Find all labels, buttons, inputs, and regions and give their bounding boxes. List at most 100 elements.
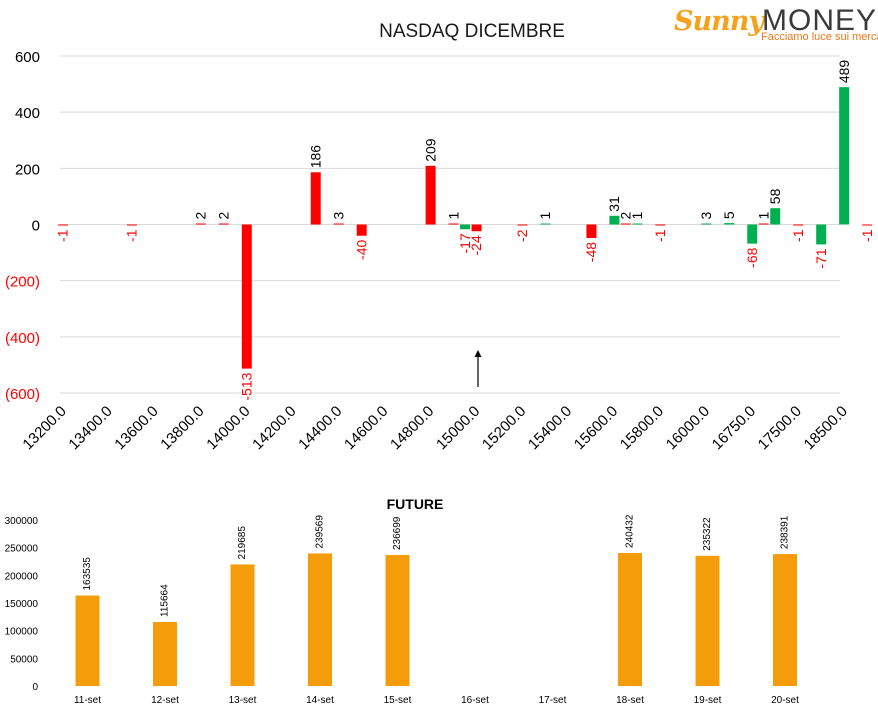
bar (333, 223, 344, 225)
bar (609, 215, 620, 225)
data-label: 489 (836, 60, 852, 84)
x-tick-label: 13400.0 (65, 403, 115, 453)
bar (310, 172, 321, 225)
data-label: -71 (813, 248, 829, 268)
bar (218, 223, 229, 225)
future-data-label: 219685 (237, 526, 248, 560)
data-label: -1 (124, 229, 140, 242)
y-tick-label: (200) (5, 274, 40, 291)
future-x-tick-label: 11-set (74, 695, 101, 706)
x-tick-label: 18500.0 (801, 403, 851, 453)
future-x-tick-label: 16-set (461, 695, 489, 706)
future-x-tick-label: 18-set (616, 695, 644, 706)
x-tick-label: 15000.0 (433, 403, 483, 453)
future-y-tick-label: 250000 (5, 544, 39, 555)
future-x-tick-label: 12-set (151, 695, 179, 706)
x-axis-ticks: 13200.013400.013600.013800.014000.014200… (19, 403, 851, 453)
bar (448, 223, 459, 225)
bar (770, 208, 781, 225)
data-label: 3 (330, 212, 346, 220)
x-tick-label: 15200.0 (479, 403, 529, 453)
future-chart: FUTURE 300000 250000 200000 150000 100000 500… (5, 496, 799, 706)
data-label: -17 (457, 233, 473, 253)
bar (816, 224, 827, 245)
sunnymoney-logo: Sunny MONEY Facciamo luce sui mercati (674, 4, 878, 48)
x-tick-label: 13600.0 (111, 403, 161, 453)
future-data-label: 238391 (780, 515, 791, 549)
future-data-label: 235322 (702, 517, 713, 551)
bar (862, 224, 873, 226)
logo-tagline: Facciamo luce sui mercati (761, 31, 878, 43)
bar (356, 224, 367, 236)
bar (195, 223, 206, 225)
arrow-annotation (474, 350, 482, 387)
x-tick-label: 13200.0 (19, 403, 69, 453)
data-label: -40 (353, 240, 369, 260)
data-label: -1 (652, 229, 668, 242)
bar (460, 224, 471, 230)
bar (241, 224, 252, 369)
data-label: 2 (618, 212, 634, 220)
bar (632, 223, 643, 225)
x-tick-label: 14800.0 (387, 403, 437, 453)
future-x-tick-label: 20-set (771, 695, 799, 706)
x-tick-label: 15600.0 (571, 403, 621, 453)
data-label: 5 (721, 211, 737, 219)
future-bar (618, 552, 642, 686)
nasdaq-chart: NASDAQ DICEMBRE 600 400 200 0 (200) (400) (600… (5, 21, 875, 453)
data-label: 1 (445, 212, 461, 220)
logo-sunny-text: Sunny (674, 6, 764, 37)
x-tick-label: 14000.0 (203, 403, 253, 453)
x-tick-label: 15800.0 (617, 403, 667, 453)
data-label: 3 (698, 212, 714, 220)
future-data-label: 163535 (82, 557, 93, 591)
future-y-tick-label: 150000 (5, 599, 39, 610)
data-label: -1 (55, 229, 71, 242)
bar (58, 224, 68, 226)
bar (655, 224, 666, 226)
data-label: -68 (744, 247, 760, 267)
future-x-tick-label: 14-set (306, 695, 334, 706)
future-bar (308, 553, 332, 686)
future-data-label: 239569 (315, 515, 326, 549)
bar (701, 223, 712, 225)
bar (758, 223, 769, 225)
bar (586, 224, 597, 238)
data-label: -48 (583, 242, 599, 262)
y-tick-label: 0 (32, 218, 40, 235)
future-data-label: 240432 (625, 514, 636, 548)
bar (839, 87, 850, 225)
bar (724, 223, 735, 225)
y-tick-label: (400) (5, 330, 40, 347)
data-label: -24 (468, 235, 484, 255)
future-data-label: 236699 (392, 516, 403, 550)
bar (471, 224, 482, 232)
x-tick-label: 14600.0 (341, 403, 391, 453)
x-tick-label: 17500.0 (755, 403, 805, 453)
future-y-tick-label: 100000 (5, 627, 39, 638)
future-bar (75, 595, 100, 686)
future-bar (385, 555, 410, 686)
future-y-tick-label: 0 (32, 682, 38, 693)
bar (517, 224, 528, 226)
x-tick-label: 14400.0 (295, 403, 345, 453)
future-bar (695, 555, 720, 686)
y-tick-label: 400 (15, 105, 40, 122)
data-label: 209 (422, 138, 438, 162)
future-data-labels: 163535 115664 219685 239569 236699 240432 2353… (82, 514, 791, 617)
future-title: FUTURE (387, 496, 444, 512)
x-tick-label: 14200.0 (249, 403, 299, 453)
data-label: 2 (216, 212, 232, 220)
data-label: 2 (193, 212, 209, 220)
chart-title: NASDAQ DICEMBRE (379, 21, 565, 42)
data-label: -1 (859, 229, 875, 242)
arrow-head (474, 350, 482, 357)
future-x-axis-ticks: 11-set 12-set 13-set 14-set 15-set 16-set 17-s… (74, 695, 799, 706)
bar (620, 223, 631, 225)
future-bars (75, 552, 797, 686)
data-label: 58 (767, 188, 783, 204)
data-label: 31 (606, 196, 622, 212)
data-label: -513 (239, 372, 255, 400)
future-bar (230, 564, 255, 686)
